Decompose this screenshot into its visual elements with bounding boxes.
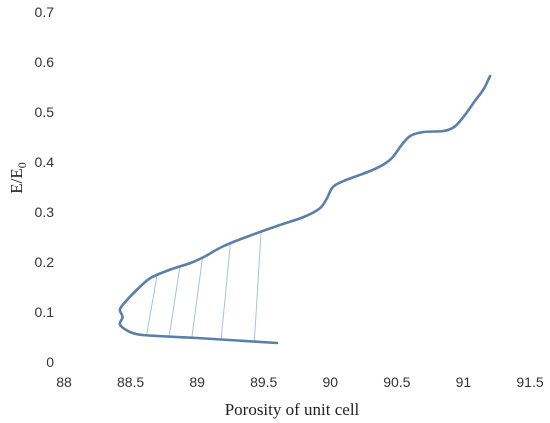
- x-tick-label: 89: [189, 374, 205, 390]
- x-tick-label: 88.5: [117, 374, 144, 390]
- y-axis-title-main: E/E: [7, 168, 26, 194]
- y-tick-label: 0.3: [35, 204, 55, 220]
- series-line: [118, 74, 492, 345]
- x-tick-label: 89.5: [250, 374, 277, 390]
- x-tick-labels: 88 88.5 89 89.5 90 90.5 91 91.5: [56, 374, 544, 390]
- x-axis-title: Porosity of unit cell: [225, 400, 360, 419]
- y-tick-label: 0.5: [35, 104, 55, 120]
- y-axis-title: E/E0: [7, 162, 29, 194]
- y-tick-labels: 0 0.1 0.2 0.3 0.4 0.5 0.6 0.7: [35, 4, 55, 370]
- y-tick-label: 0.2: [35, 254, 55, 270]
- hatch-line: [168, 266, 181, 337]
- hatch-layer: [146, 232, 262, 341]
- hatch-line: [220, 242, 231, 340]
- x-tick-label: 91: [456, 374, 472, 390]
- x-tick-label: 91.5: [516, 374, 543, 390]
- hatch-line: [191, 257, 203, 338]
- x-tick-label: 90.5: [383, 374, 410, 390]
- y-tick-label: 0.6: [35, 54, 55, 70]
- y-axis-title-subscript: 0: [15, 162, 29, 168]
- y-tick-label: 0.4: [35, 154, 55, 170]
- y-tick-label: 0.7: [35, 4, 55, 20]
- x-tick-label: 88: [56, 374, 72, 390]
- hatch-line: [146, 274, 158, 336]
- y-tick-label: 0: [46, 354, 54, 370]
- x-tick-label: 90: [322, 374, 338, 390]
- hatch-line: [253, 232, 262, 341]
- y-tick-label: 0.1: [35, 304, 55, 320]
